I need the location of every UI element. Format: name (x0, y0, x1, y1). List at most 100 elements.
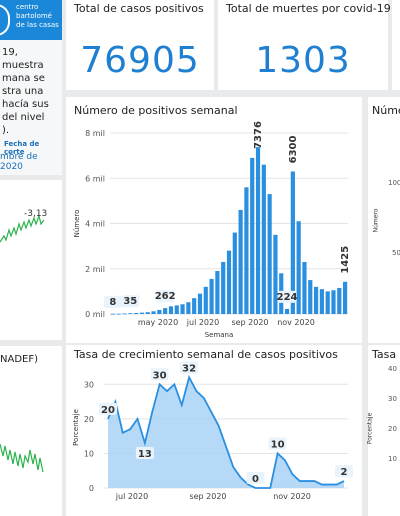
bar (290, 171, 295, 314)
left-mini-chart-card: -3,13 (0, 180, 62, 340)
bar (261, 164, 266, 314)
bar (139, 312, 145, 314)
data-label: 10 (271, 439, 285, 450)
bar (221, 261, 226, 314)
data-label-bg (156, 290, 175, 303)
weekly-positives-card: Número de positivos semanal 0 mil 2 mil 4 … (66, 97, 362, 343)
data-label: 2 (341, 467, 348, 478)
series-line (107, 374, 345, 489)
y-tick-label: 0 mil (85, 310, 105, 319)
kpi-deaths-value: 1303 (255, 40, 351, 81)
data-label: 262 (155, 291, 176, 302)
data-label-bg (103, 295, 122, 308)
left-mini-chart: -3,13 (0, 209, 47, 243)
right-partial-top-card: Núme 100 50 Número (368, 97, 400, 343)
data-label: 224 (277, 292, 298, 303)
bar (134, 312, 139, 314)
bar (308, 280, 313, 314)
bar (209, 278, 214, 314)
logo-mark-icon (0, 4, 10, 36)
data-label: 32 (182, 363, 196, 374)
bar (145, 312, 150, 314)
kpi-cases-card: Total de casos positivos 76905 (66, 0, 214, 90)
y-axis-label: Porcentaje (72, 409, 80, 446)
area-fill (108, 377, 344, 488)
bar (267, 194, 272, 314)
bar (163, 308, 168, 314)
bar (238, 209, 243, 314)
intro-card: centro bartolomé de las casas 19, muestr… (0, 0, 62, 175)
x-tick-label: jul 2020 (115, 492, 148, 501)
y-tick-label: 2 mil (85, 265, 105, 274)
mini-series-line (0, 213, 45, 243)
y-axis-label: Número (73, 210, 81, 238)
bar (273, 234, 278, 314)
left-section-title: NADEF) (0, 354, 38, 365)
bar (226, 250, 232, 314)
x-tick-label: sep 2020 (231, 318, 268, 327)
data-label: 6300 (288, 136, 299, 164)
bar (319, 289, 324, 314)
bar (151, 311, 156, 314)
data-label-bg (246, 472, 265, 484)
growth-rate-card: Tasa de crecimiento semanal de casos pos… (66, 345, 362, 516)
growth-rate-chart: 0 10 20 30 20 13 30 32 0 10 2 jul 2020 sep 2020 nov 2… (72, 361, 353, 501)
data-label: 35 (123, 296, 137, 307)
y-tick-label: 6 mil (85, 174, 105, 183)
intro-text: 19, muestra mana se stra una hacía sus d… (2, 46, 62, 137)
bar (186, 302, 191, 314)
intro-line: mana se (2, 73, 45, 84)
data-label: 20 (101, 405, 115, 416)
bar (284, 308, 290, 314)
x-tick-label: sep 2020 (189, 492, 226, 501)
bar (244, 187, 249, 314)
right-ylabel: Número (372, 208, 380, 233)
data-label-bg (278, 290, 297, 303)
x-tick-label: may 2020 (138, 318, 178, 327)
logo: centro bartolomé de las casas (0, 0, 62, 40)
cut-date-value: mbre de 2020 (0, 152, 38, 172)
right-tick: 20 (388, 425, 397, 433)
weekly-positives-chart: 0 mil 2 mil 4 mil 6 mil 8 mil 8 35 262 7376 224 63… (73, 121, 351, 339)
data-label: 30 (153, 370, 167, 381)
y-tick-label: 20 (84, 415, 94, 424)
bar (122, 313, 127, 315)
mini-series-line (0, 443, 44, 473)
y-tick-label: 4 mil (85, 220, 105, 229)
y-tick-label: 8 mil (85, 129, 105, 138)
intro-line: ). (2, 125, 10, 136)
left-bottom-card: NADEF) (0, 346, 62, 516)
bar (197, 293, 203, 314)
data-label-bg (150, 368, 169, 381)
bar (168, 306, 174, 314)
bar (110, 313, 115, 315)
right-partial-bottom-title: Tasa d (372, 348, 400, 361)
data-label-bg (135, 447, 154, 460)
weekly-positives-title: Número de positivos semanal (74, 104, 238, 117)
cut-date-label: Fecha de corte (4, 140, 40, 156)
data-label: 7376 (253, 121, 264, 149)
y-tick-label: 0 (89, 484, 94, 493)
bar (296, 221, 301, 314)
data-label-bg (99, 402, 117, 415)
logo-line3: de las casas (16, 21, 59, 29)
data-label: 8 (109, 297, 116, 308)
right-tick: 100 (388, 179, 400, 187)
intro-line: del nivel (2, 112, 45, 123)
data-label: 0 (252, 474, 259, 485)
y-tick-label: 10 (84, 449, 94, 458)
bar (128, 313, 133, 315)
bar (255, 147, 261, 314)
data-label: 13 (138, 449, 152, 460)
right-partial-top-title: Núme (372, 104, 400, 117)
bar (180, 304, 185, 314)
kpi-partial-card (392, 0, 400, 90)
bar (313, 286, 319, 314)
data-label-bg (268, 437, 287, 450)
bar (337, 287, 342, 314)
bar (174, 305, 179, 314)
bar (116, 313, 121, 315)
right-tick: 30 (388, 395, 397, 403)
kpi-deaths-card: Total de muertes por covid-19 1303 (218, 0, 391, 90)
right-tick: 40 (388, 365, 397, 373)
